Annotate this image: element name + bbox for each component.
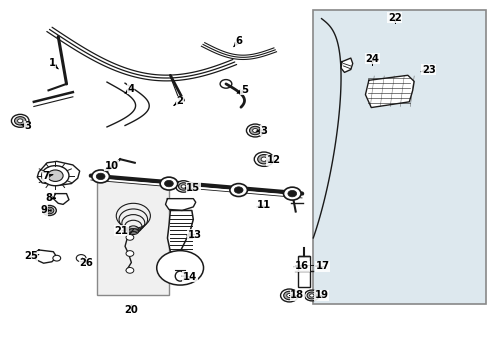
Text: 23: 23	[421, 64, 435, 75]
Text: 9: 9	[40, 206, 47, 216]
Circle shape	[234, 187, 243, 193]
Circle shape	[257, 154, 270, 164]
Polygon shape	[37, 161, 80, 185]
Ellipse shape	[175, 271, 184, 281]
Circle shape	[126, 267, 134, 273]
Circle shape	[45, 207, 54, 214]
Text: 24: 24	[365, 54, 379, 64]
Polygon shape	[125, 83, 149, 126]
Text: 4: 4	[127, 84, 135, 94]
Polygon shape	[53, 194, 69, 204]
Text: 5: 5	[241, 85, 247, 95]
Bar	[298, 256, 309, 287]
Polygon shape	[34, 250, 57, 263]
Text: 2: 2	[176, 96, 183, 106]
Text: 16: 16	[294, 261, 308, 271]
Circle shape	[92, 170, 109, 183]
Circle shape	[126, 234, 134, 240]
Text: 8: 8	[45, 193, 52, 203]
Circle shape	[76, 255, 86, 262]
Text: 20: 20	[124, 305, 138, 315]
Circle shape	[53, 255, 61, 261]
Circle shape	[309, 294, 313, 297]
Circle shape	[283, 187, 301, 200]
Text: 17: 17	[315, 261, 329, 271]
Text: 19: 19	[314, 291, 328, 301]
Circle shape	[181, 185, 185, 188]
Text: 13: 13	[187, 230, 202, 239]
Text: 3: 3	[24, 121, 31, 131]
Polygon shape	[165, 199, 195, 211]
Circle shape	[178, 183, 188, 190]
Circle shape	[47, 170, 63, 181]
Text: 21: 21	[114, 226, 128, 236]
Circle shape	[41, 166, 69, 186]
Text: 10: 10	[104, 161, 119, 171]
Text: 18: 18	[289, 291, 304, 301]
Text: 12: 12	[266, 155, 280, 165]
Circle shape	[160, 177, 177, 190]
Circle shape	[287, 190, 296, 197]
Text: 26: 26	[79, 258, 93, 268]
Circle shape	[252, 129, 257, 132]
Circle shape	[249, 126, 261, 135]
Text: 22: 22	[387, 13, 401, 23]
Text: 15: 15	[186, 183, 200, 193]
Circle shape	[175, 181, 191, 192]
Circle shape	[246, 124, 264, 137]
Polygon shape	[167, 211, 193, 252]
Text: 6: 6	[235, 36, 242, 46]
Circle shape	[254, 152, 273, 166]
Circle shape	[42, 206, 56, 216]
Text: 11: 11	[256, 200, 270, 210]
Bar	[312, 10, 485, 304]
Circle shape	[11, 114, 29, 127]
Polygon shape	[340, 58, 352, 72]
Circle shape	[229, 184, 247, 197]
Circle shape	[280, 289, 298, 302]
Circle shape	[96, 173, 105, 180]
Circle shape	[15, 117, 26, 125]
Text: 1: 1	[48, 58, 55, 68]
Circle shape	[164, 180, 173, 187]
Text: 7: 7	[42, 171, 49, 181]
Circle shape	[126, 251, 134, 256]
Circle shape	[261, 157, 266, 161]
Polygon shape	[365, 75, 413, 108]
Text: 14: 14	[183, 272, 197, 282]
Circle shape	[286, 293, 291, 297]
Bar	[97, 180, 169, 296]
Text: 25: 25	[24, 251, 38, 261]
Circle shape	[157, 251, 203, 285]
Circle shape	[18, 119, 23, 123]
Circle shape	[283, 291, 294, 300]
Polygon shape	[107, 82, 135, 127]
Circle shape	[47, 209, 51, 212]
Text: 3: 3	[260, 126, 267, 135]
Circle shape	[304, 290, 319, 301]
Circle shape	[306, 292, 316, 299]
